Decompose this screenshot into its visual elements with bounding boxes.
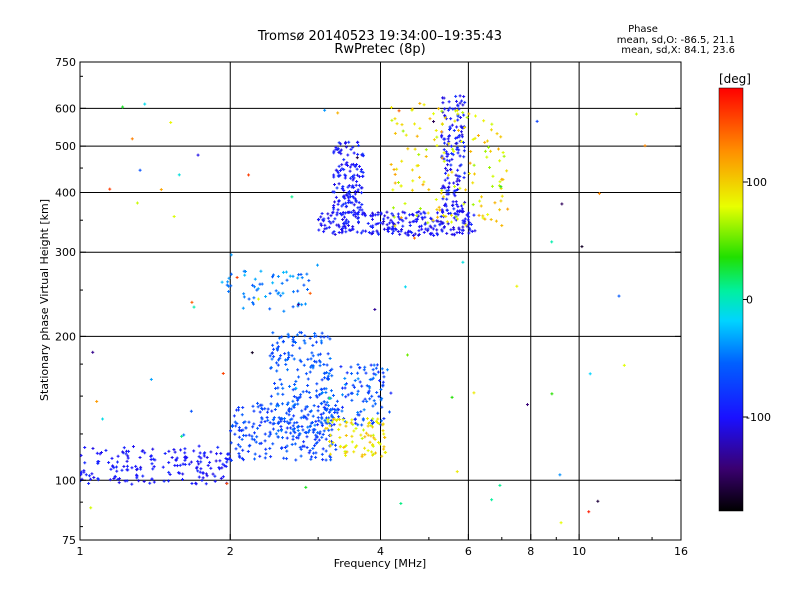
- y-tick-label: 200: [55, 330, 76, 343]
- chart-title-line1: Tromsø 20140523 19:34:00–19:35:43: [257, 29, 502, 44]
- phase-stats-o: mean, sd,O: -86.5, 21.1: [617, 35, 735, 46]
- colorbar-tick-label: -100: [746, 411, 771, 424]
- y-tick-label: 100: [55, 474, 76, 487]
- colorbar: [718, 87, 744, 512]
- y-tick-label: 600: [55, 102, 76, 115]
- x-tick-label: 1: [77, 545, 84, 558]
- x-tick-label: 16: [674, 545, 688, 558]
- colorbar-tick-label: 0: [746, 294, 753, 307]
- y-axis-label: Stationary phase Virtual Height [km]: [38, 199, 51, 401]
- y-tick-label: 500: [55, 140, 76, 153]
- x-tick-label: 10: [572, 545, 586, 558]
- phase-stats-title: Phase: [628, 24, 658, 35]
- x-tick-label: 8: [527, 545, 534, 558]
- phase-stats-x: mean, sd,X: 84.1, 23.6: [621, 45, 735, 56]
- colorbar-label: [deg]: [719, 72, 751, 86]
- y-tick-label: 75: [62, 534, 76, 547]
- x-tick-label: 4: [377, 545, 384, 558]
- grid-lines: [80, 62, 681, 540]
- x-tick-label: 2: [227, 545, 234, 558]
- colorbar-ticks: 100 0 -100: [743, 176, 771, 424]
- axes: 1 2 4 6 8 10 16 75 100 200 300 400 500 600 750: [55, 56, 688, 558]
- chart-title-line2: RwPretec (8p): [334, 42, 425, 57]
- x-axis-label: Frequency [MHz]: [334, 557, 426, 570]
- y-tick-label: 750: [55, 56, 76, 69]
- y-tick-label: 300: [55, 246, 76, 259]
- y-tick-label: 400: [55, 186, 76, 199]
- colorbar-tick-label: 100: [746, 176, 767, 189]
- x-tick-label: 6: [465, 545, 472, 558]
- data-points: [80, 94, 647, 525]
